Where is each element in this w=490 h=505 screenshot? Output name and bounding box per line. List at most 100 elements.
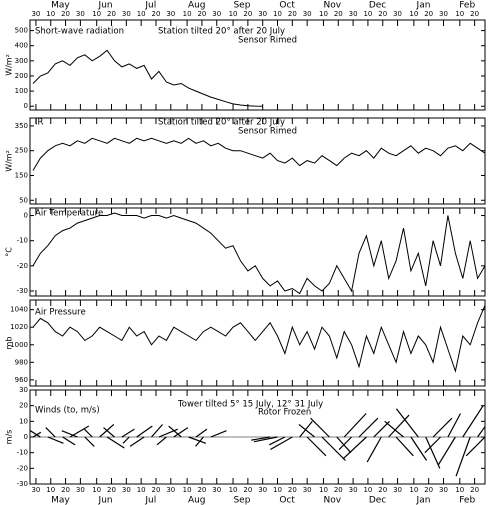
x-tick-label: 10 [319, 10, 328, 18]
wind-stick [384, 420, 404, 438]
x-tick-label: 30 [349, 10, 358, 18]
wind-stick [129, 436, 145, 447]
plot-area [32, 212, 485, 295]
y-tick-label: 1000 [10, 341, 28, 349]
x-tick-label: 20 [378, 486, 387, 494]
wind-stick [432, 417, 453, 438]
y-tick-label: -30 [17, 287, 28, 295]
annotation: Air Temperature [35, 209, 103, 219]
y-tick-label: 100 [15, 87, 28, 95]
wind-stick [106, 436, 125, 449]
month-label: Nov [324, 496, 342, 505]
wind-stick [395, 436, 414, 457]
wind-stick [61, 430, 78, 438]
x-tick-label: 20 [378, 10, 387, 18]
panel-frame [29, 117, 486, 205]
y-tick-label: 0 [24, 102, 28, 110]
wind-stick [84, 436, 95, 447]
plot-area [32, 305, 485, 373]
x-tick-label: 20 [197, 486, 206, 494]
wind-stick [121, 428, 135, 438]
x-tick-label: 30 [31, 10, 40, 18]
data-line [32, 49, 263, 107]
month-label: Jun [98, 496, 113, 505]
month-label: Dec [369, 1, 386, 11]
wind-stick [306, 436, 327, 457]
month-label: Jul [144, 1, 156, 11]
data-line [32, 212, 485, 295]
annotation: Air Pressure [35, 308, 86, 318]
wind-stick [410, 436, 428, 461]
wind-stick [268, 436, 286, 446]
x-tick-label: 30 [166, 486, 175, 494]
wind-stick [465, 436, 485, 457]
y-tick-label: 300 [15, 57, 28, 65]
month-label: Jan [416, 496, 431, 505]
wind-stick [310, 417, 330, 438]
x-tick-label: 30 [122, 10, 131, 18]
wind-stick [47, 436, 64, 444]
x-tick-label: 10 [92, 10, 101, 18]
wind-stick [270, 436, 293, 451]
month-label: May [51, 496, 70, 505]
wind-stick [253, 436, 278, 443]
y-axis-label: °C [5, 247, 14, 257]
month-label: Nov [324, 1, 342, 11]
month-label: Feb [459, 496, 475, 505]
x-tick-label: 10 [46, 486, 55, 494]
x-tick-label: 30 [166, 10, 175, 18]
x-tick-label: 30 [349, 486, 358, 494]
y-tick-label: 960 [15, 376, 28, 384]
y-tick-label: 200 [15, 72, 28, 80]
wind-stick [210, 430, 227, 438]
x-tick-label: 20 [243, 10, 252, 18]
x-tick-label: 20 [243, 486, 252, 494]
month-label: Aug [188, 1, 206, 11]
x-tick-label: 10 [92, 486, 101, 494]
y-tick-label: 250 [15, 147, 28, 155]
wind-stick [30, 429, 41, 438]
x-tick-label: 20 [107, 486, 116, 494]
wind-stick [122, 436, 130, 444]
x-tick-label: 10 [363, 486, 372, 494]
wind-stick [195, 436, 204, 447]
x-tick-label: 30 [439, 486, 448, 494]
x-tick-label: 30 [31, 486, 40, 494]
panel-frame [29, 299, 486, 387]
x-tick-label: 20 [470, 10, 479, 18]
wind-stick [62, 436, 76, 446]
wind-stick [366, 436, 382, 463]
y-tick-label: -20 [17, 262, 28, 270]
wind-stick [358, 417, 379, 438]
x-tick-label: 30 [258, 486, 267, 494]
panel-frame [29, 207, 486, 297]
month-label: Oct [279, 496, 295, 505]
x-tick-label: 10 [455, 486, 464, 494]
month-label: Sep [233, 496, 250, 505]
y-tick-label: 20 [19, 402, 28, 410]
y-tick-label: 1040 [10, 306, 28, 314]
x-tick-label: 30 [303, 10, 312, 18]
x-tick-label: 30 [76, 10, 85, 18]
y-tick-label: 50 [19, 196, 28, 204]
data-line [32, 137, 485, 171]
month-label: Aug [188, 496, 206, 505]
annotation: Short-wave radiation [35, 27, 124, 37]
plot-area [32, 137, 485, 171]
x-tick-label: 30 [393, 10, 402, 18]
y-tick-label: -10 [17, 237, 28, 245]
wind-stick [437, 436, 456, 466]
wind-stick [395, 408, 419, 438]
y-tick-label: 350 [15, 122, 28, 130]
annotation: Winds (to, m/s) [35, 406, 100, 416]
x-tick-label: 10 [409, 486, 418, 494]
x-tick-label: 10 [319, 486, 328, 494]
wind-stick [103, 427, 115, 438]
x-tick-label: 10 [183, 486, 192, 494]
x-tick-label: 30 [76, 486, 85, 494]
plot-area [30, 405, 485, 477]
x-tick-label: 20 [288, 10, 297, 18]
y-tick-label: 0 [24, 433, 28, 441]
wind-stick [425, 436, 441, 469]
